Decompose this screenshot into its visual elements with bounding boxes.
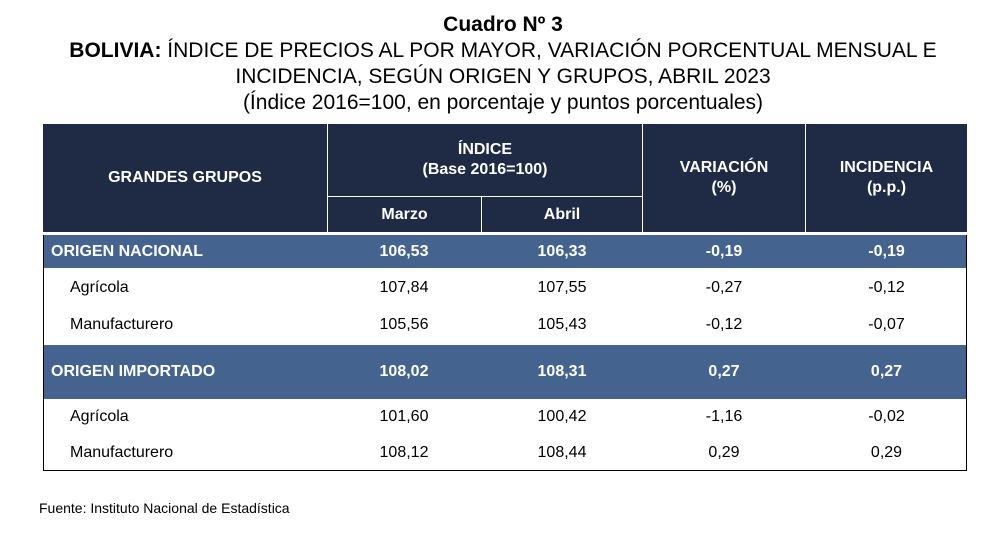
row-abril-value: 105,43 (537, 315, 587, 333)
row-abril-value: 108,44 (537, 444, 587, 461)
header-variacion-label: VARIACIÓN (679, 159, 769, 176)
row-name: ORIGEN NACIONAL (51, 242, 203, 260)
row-incidencia-value: -0,07 (868, 315, 905, 333)
table-title-line-1: BOLIVIA: ÍNDICE DE PRECIOS AL POR MAYOR,… (0, 38, 1006, 64)
header-incidencia-label: INCIDENCIA (839, 159, 934, 176)
row-abril-value: 106,33 (537, 242, 587, 260)
table-row: Manufacturero 108,12 108,44 0,29 0,29 (43, 435, 967, 471)
row-name: Manufacturero (70, 315, 174, 333)
price-index-table: GRANDES GRUPOS ÍNDICE (Base 2016=100) Ma… (43, 124, 967, 471)
row-name: Manufacturero (70, 444, 174, 461)
header-marzo: Marzo (328, 197, 481, 232)
header-indice-label: ÍNDICE (457, 141, 513, 158)
table-title-country: BOLIVIA: (69, 39, 162, 62)
row-variacion-value: -0,27 (705, 278, 743, 296)
row-name: ORIGEN IMPORTADO (51, 363, 216, 380)
row-name: Agrícola (70, 278, 129, 296)
title-block: Cuadro Nº 3 BOLIVIA: ÍNDICE DE PRECIOS A… (0, 12, 1006, 116)
header-abril-label: Abril (543, 205, 581, 223)
header-incidencia-unit: (p.p.) (866, 179, 907, 196)
table-border-right (966, 235, 967, 471)
header-incidencia: INCIDENCIA (p.p.) (806, 124, 967, 232)
table-row: Agrícola 107,84 107,55 -0,27 -0,12 (43, 269, 967, 306)
table-row: Agrícola 101,60 100,42 -1,16 -0,02 (43, 399, 967, 435)
row-marzo-value: 106,53 (379, 242, 429, 260)
header-variacion-unit: (%) (711, 179, 737, 196)
header-abril: Abril (482, 197, 642, 232)
row-incidencia-value: -0,02 (868, 408, 905, 425)
table-title-line-2: INCIDENCIA, SEGÚN ORIGEN Y GRUPOS, ABRIL… (235, 65, 771, 88)
row-incidencia-value: 0,29 (870, 444, 903, 461)
table-border-bottom (43, 470, 967, 471)
row-variacion-value: -1,16 (705, 408, 743, 425)
row-incidencia-value: -0,12 (868, 278, 905, 296)
header-marzo-label: Marzo (381, 205, 428, 223)
row-variacion-value: 0,27 (708, 363, 740, 380)
row-variacion-value: -0,12 (705, 315, 743, 333)
row-variacion-value: 0,29 (708, 444, 740, 461)
row-abril-value: 108,31 (537, 363, 587, 380)
row-marzo-value: 107,84 (379, 278, 429, 296)
source-note: Fuente: Instituto Nacional de Estadístic… (39, 500, 290, 516)
row-abril-value: 100,42 (537, 408, 587, 425)
row-marzo-value: 108,02 (379, 363, 429, 380)
row-incidencia-value: 0,27 (870, 363, 903, 380)
table-row-origen-nacional: ORIGEN NACIONAL 106,53 106,33 -0,19 -0,1… (43, 235, 967, 268)
row-abril-value: 107,55 (537, 278, 587, 296)
row-incidencia-value: -0,19 (868, 242, 905, 260)
table-subtitle: (Índice 2016=100, en porcentaje y puntos… (242, 91, 764, 114)
header-variacion: VARIACIÓN (%) (643, 124, 805, 232)
row-variacion-value: -0,19 (705, 242, 743, 260)
table-title-line-1-text: ÍNDICE DE PRECIOS AL POR MAYOR, VARIACIÓ… (161, 39, 937, 62)
row-name: Agrícola (70, 408, 129, 425)
table-row-origen-importado: ORIGEN IMPORTADO 108,02 108,31 0,27 0,27 (43, 345, 967, 399)
row-marzo-value: 108,12 (379, 444, 429, 461)
header-grandes-grupos-label: GRANDES GRUPOS (108, 169, 262, 186)
table-row: Manufacturero 105,56 105,43 -0,12 -0,07 (43, 306, 967, 343)
row-marzo-value: 105,56 (379, 315, 429, 333)
table-number: Cuadro Nº 3 (443, 13, 563, 36)
table-border-left (43, 235, 44, 471)
row-marzo-value: 101,60 (379, 408, 429, 425)
header-indice: ÍNDICE (Base 2016=100) (328, 124, 642, 196)
header-indice-base: (Base 2016=100) (422, 161, 548, 178)
header-grandes-grupos: GRANDES GRUPOS (43, 124, 327, 232)
